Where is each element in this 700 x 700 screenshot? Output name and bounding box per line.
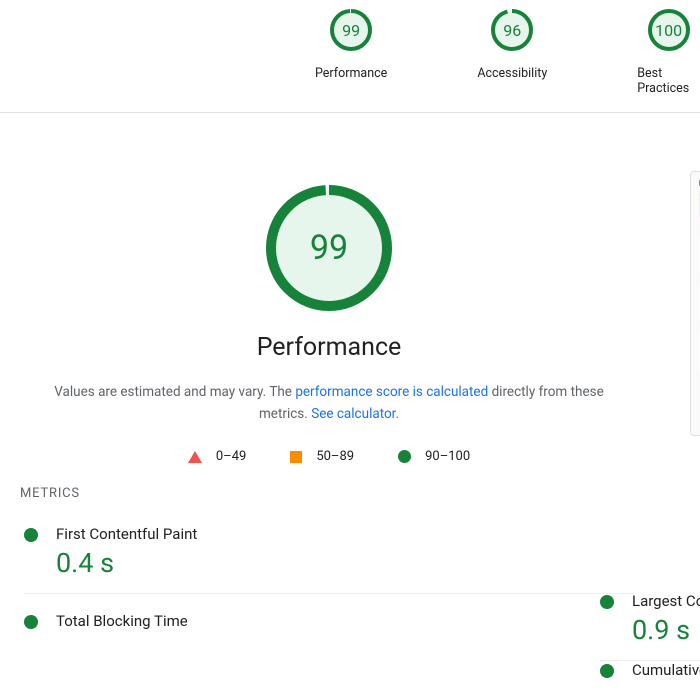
gauge-performance[interactable]: 99 Performance [315,8,387,96]
disclaimer-text: Values are estimated and may vary. The [54,384,295,400]
performance-section: 99 Performance Values are estimated and … [0,113,700,648]
metrics-col-right: Largest Co 0.9 s Cumulative [600,592,700,697]
metric-name: Cumulative [632,661,700,679]
status-dot-icon [24,615,38,629]
gauge-best-practices[interactable]: 100 Best Practices [637,8,700,96]
gauge-label: Best Practices [637,66,700,96]
performance-big-gauge: 99 [264,183,394,313]
legend-pass: 90–100 [398,449,470,464]
gauge-label: Performance [315,66,387,81]
gauge-score: 96 [490,8,534,52]
score-legend: 0–49 50–89 90–100 [188,449,470,464]
gauge-accessibility[interactable]: 96 Accessibility [477,8,547,96]
metrics-heading: METRICS [20,486,80,501]
legend-fail: 0–49 [188,449,246,464]
performance-big-score: 99 [264,183,394,313]
see-calculator-link[interactable]: See calculator [311,406,395,422]
gauge-circle: 96 [490,8,534,52]
metric-body: First Contentful Paint 0.4 s [56,525,197,579]
metric-tbt[interactable]: Total Blocking Time [24,612,634,648]
score-calculated-link[interactable]: performance score is calculated [295,384,488,400]
screenshot-preview [690,171,700,436]
square-icon [290,451,302,463]
metric-cls[interactable]: Cumulative [600,661,700,697]
performance-title: Performance [257,333,402,362]
metric-fcp[interactable]: First Contentful Paint 0.4 s [24,525,634,594]
legend-average: 50–89 [290,449,354,464]
metric-lcp[interactable]: Largest Co 0.9 s [600,592,700,661]
status-dot-icon [24,528,38,542]
performance-disclaimer: Values are estimated and may vary. The p… [49,382,609,425]
status-dot-icon [600,595,614,609]
circle-icon [398,450,411,463]
metric-name: Largest Co [632,592,700,610]
metric-name: First Contentful Paint [56,525,197,543]
status-dot-icon [600,664,614,678]
legend-range: 90–100 [425,449,470,464]
metrics-grid: First Contentful Paint 0.4 s Total Block… [24,525,634,648]
metrics-col-left: First Contentful Paint 0.4 s Total Block… [24,525,634,648]
gauge-score: 100 [647,8,691,52]
gauge-score: 99 [329,8,373,52]
legend-range: 0–49 [216,449,246,464]
gauge-circle: 99 [329,8,373,52]
metric-body: Total Blocking Time [56,612,188,634]
gauge-circle: 100 [647,8,691,52]
metric-value: 0.4 s [56,547,197,579]
gauge-label: Accessibility [477,66,547,81]
gauges-row: 99 Performance 96 Accessibility 100 Best… [0,0,700,113]
metric-body: Cumulative [632,661,700,683]
metric-body: Largest Co 0.9 s [632,592,700,646]
metric-name: Total Blocking Time [56,612,188,630]
disclaimer-text: . [395,406,399,422]
legend-range: 50–89 [316,449,354,464]
metric-value: 0.9 s [632,614,700,646]
triangle-icon [188,451,202,463]
performance-left: 99 Performance Values are estimated and … [24,153,634,648]
